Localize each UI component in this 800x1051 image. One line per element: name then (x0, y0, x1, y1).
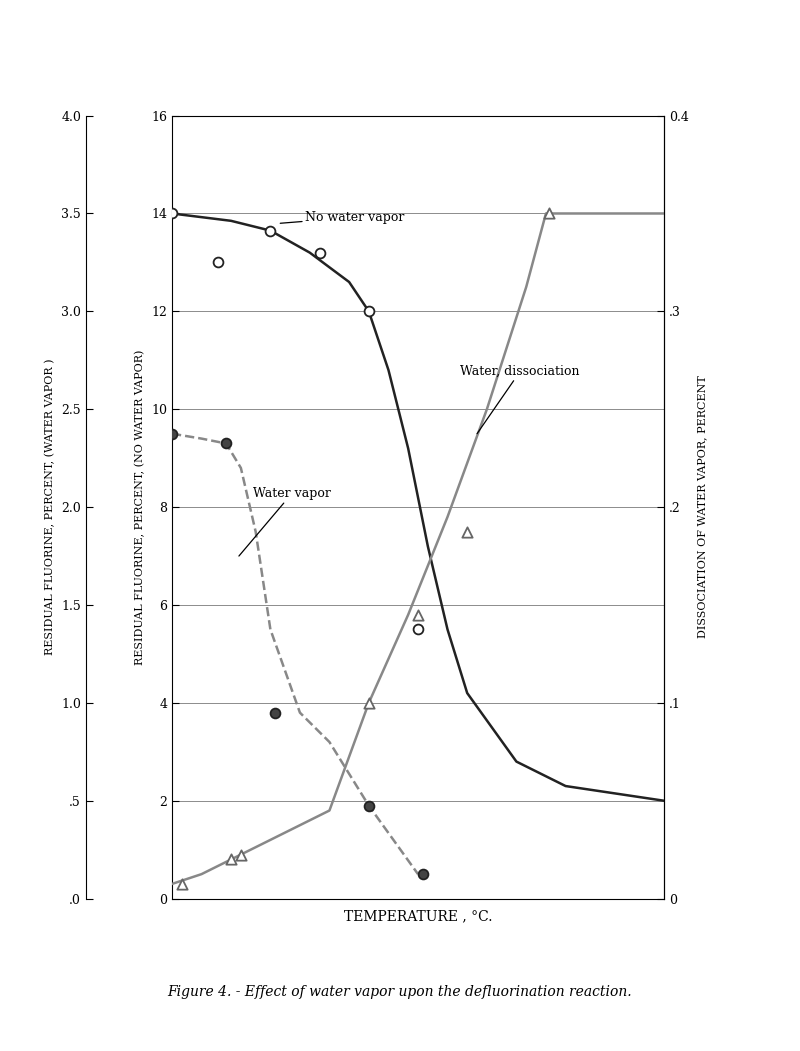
Point (362, 695, 375, 712)
Text: Water vapor: Water vapor (239, 488, 330, 556)
Point (175, 875, 188, 892)
Point (225, 851, 238, 868)
Point (411, 606, 424, 623)
Point (234, 846, 247, 863)
X-axis label: TEMPERATURE , °C.: TEMPERATURE , °C. (344, 910, 492, 924)
Point (269, 704, 282, 721)
Point (166, 205, 178, 222)
Y-axis label: RESIDUAL FLUORINE, PERCENT, (WATER VAPOR ): RESIDUAL FLUORINE, PERCENT, (WATER VAPOR… (46, 358, 55, 656)
Point (264, 222, 277, 239)
Text: Figure 4. - Effect of water vapor upon the defluorination reaction.: Figure 4. - Effect of water vapor upon t… (168, 986, 632, 1000)
Point (166, 426, 178, 442)
Point (417, 866, 430, 883)
Point (542, 205, 555, 222)
Point (212, 254, 225, 271)
Y-axis label: RESIDUAL FLUORINE, PERCENT, (NO WATER VAPOR): RESIDUAL FLUORINE, PERCENT, (NO WATER VA… (135, 349, 146, 665)
Point (411, 621, 424, 638)
Point (362, 303, 375, 320)
Y-axis label: DISSOCIATION OF WATER VAPOR, PERCENT: DISSOCIATION OF WATER VAPOR, PERCENT (697, 376, 707, 639)
Point (461, 523, 474, 540)
Text: Water, dissociation: Water, dissociation (460, 365, 580, 434)
Text: No water vapor: No water vapor (280, 211, 404, 224)
Point (362, 798, 375, 815)
Point (314, 244, 326, 261)
Point (220, 435, 233, 452)
